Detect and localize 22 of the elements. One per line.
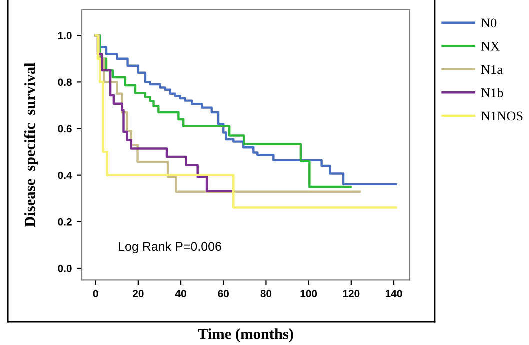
- legend-label: N1b: [481, 88, 504, 98]
- x-tick-label: 0: [93, 290, 98, 298]
- legend-label: N0: [481, 18, 497, 28]
- x-tick-label: 80: [260, 290, 272, 298]
- x-axis-title: Time (months): [198, 328, 294, 342]
- legend-label: N1a: [481, 65, 503, 74]
- legend-label: NX: [481, 42, 500, 51]
- y-tick-label: 0.2: [58, 218, 72, 226]
- x-tick-label: 140: [386, 290, 402, 298]
- x-tick-label: 120: [343, 290, 360, 298]
- legend-label: N1NOS: [481, 112, 523, 121]
- y-tick-label: 0.0: [58, 264, 72, 272]
- x-tick-label: 60: [218, 290, 229, 298]
- y-tick-label: 0.4: [58, 172, 72, 180]
- y-tick-label: 0.6: [58, 125, 72, 133]
- y-tick-label: 0.8: [58, 78, 72, 86]
- y-axis-title: Disease specific survival: [24, 63, 38, 228]
- x-tick-label: 40: [175, 290, 186, 298]
- x-tick-label: 20: [133, 290, 144, 298]
- y-tick-label: 1.0: [58, 32, 72, 40]
- annotation: Log Rank P=0.006: [119, 242, 222, 254]
- x-tick-label: 100: [300, 290, 318, 298]
